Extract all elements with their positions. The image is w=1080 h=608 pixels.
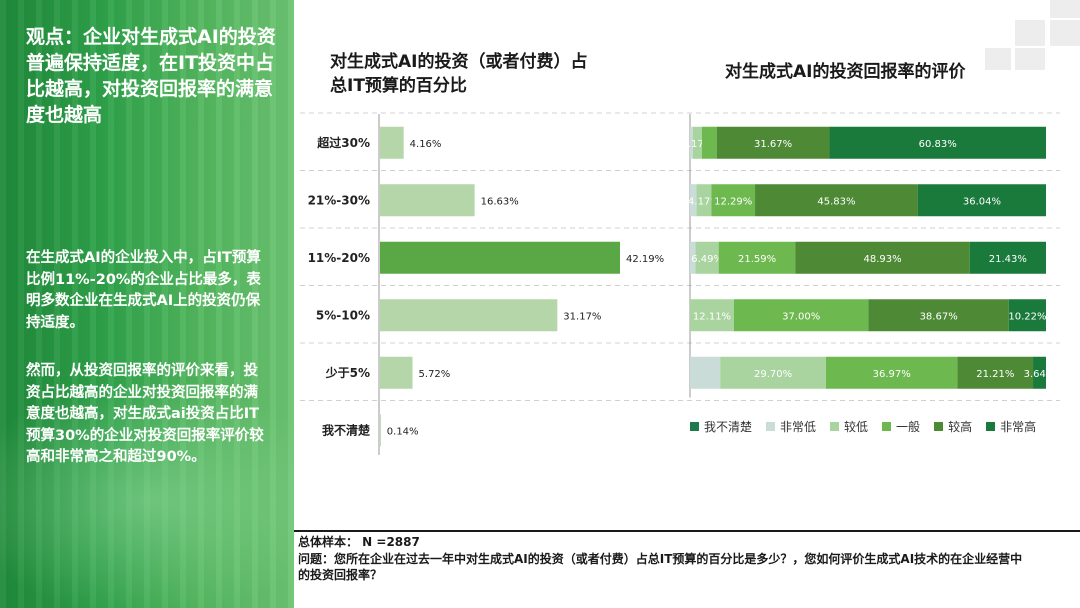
- legend-item: 较低: [830, 418, 868, 435]
- stacked-segment-label: 21.59%: [738, 254, 776, 265]
- legend-label: 一般: [896, 420, 921, 434]
- stacked-segment-label: 3.64%: [1024, 369, 1056, 380]
- left-category-label: 11%-20%: [308, 251, 370, 265]
- left-bar: [380, 299, 558, 332]
- stacked-segment-label: 45.83%: [817, 196, 855, 207]
- left-bar: [380, 414, 381, 447]
- legend-swatch: [830, 422, 840, 431]
- left-bar: [380, 241, 620, 274]
- left-bar: [380, 126, 404, 159]
- deco-square: [1015, 48, 1045, 70]
- stacked-segment: [868, 299, 1009, 332]
- panel-glow: [0, 380, 294, 608]
- insight-panel: 观点：企业对生成式AI的投资普遍保持适度，在IT投资中占比越高，对投资回报率的满…: [0, 0, 294, 608]
- legend-item: 我不清楚: [690, 418, 752, 435]
- legend-item: 一般: [882, 418, 920, 435]
- left-bar-value-label: 0.14%: [387, 426, 419, 437]
- stacked-segment: [917, 184, 1046, 217]
- stacked-segment: [825, 356, 958, 389]
- legend-label: 我不清楚: [704, 420, 753, 434]
- deco-square: [1050, 0, 1080, 18]
- stacked-segment: [795, 241, 970, 274]
- insight-paragraph-2: 然而，从投资回报率的评价来看，投资占比越高的企业对投资回报率的满意度也越高，对生…: [26, 363, 264, 465]
- legend-swatch: [766, 422, 776, 431]
- stacked-segment-label: 10.22%: [1008, 311, 1046, 322]
- stacked-segment-label: 21.21%: [976, 369, 1014, 380]
- footer-divider: [294, 530, 1080, 532]
- stacked-segment-label: 6.49%: [691, 254, 723, 265]
- legend-swatch: [986, 422, 996, 431]
- left-bar: [380, 356, 413, 389]
- stacked-segment: [755, 184, 918, 217]
- stacked-segment-label: 36.04%: [963, 196, 1001, 207]
- stacked-segment: [690, 299, 734, 332]
- legend-item: 较高: [934, 418, 972, 435]
- legend-label: 较低: [844, 420, 869, 434]
- deco-square: [1015, 20, 1045, 46]
- stacked-segment-label: 60.83%: [919, 139, 957, 150]
- stacked-segment: [733, 299, 869, 332]
- stacked-segment: [1033, 356, 1046, 389]
- deco-square: [1050, 20, 1080, 46]
- right-chart-title: 对生成式AI的投资回报率的评价: [725, 62, 966, 82]
- left-chart-title: 对生成式AI的投资（或者付费）占总IT预算的百分比: [330, 52, 588, 96]
- stacked-segment-label: 4.17%: [682, 139, 714, 150]
- left-bar-value-label: 16.63%: [481, 196, 519, 207]
- stacked-segment-label: 37.00%: [782, 311, 820, 322]
- left-category-label: 超过30%: [316, 135, 370, 150]
- stacked-segment-label: 12.29%: [714, 196, 752, 207]
- insight-paragraph-1: 在生成式AI的企业投入中，占IT预算比例11%-20%的企业占比最多，表明多数企…: [26, 250, 261, 331]
- left-category-label: 少于5%: [325, 365, 370, 380]
- legend-item: 非常低: [766, 418, 816, 435]
- left-category-label: 21%-30%: [308, 193, 370, 207]
- stacked-segment: [720, 356, 826, 389]
- stacked-segment: [1008, 299, 1046, 332]
- left-category-label: 我不清楚: [322, 422, 371, 437]
- stacked-segment-label: 31.67%: [754, 139, 792, 150]
- right-chart-legend: 我不清楚 非常低 较低 一般 较高 非常高: [690, 418, 1036, 435]
- stacked-segment: [969, 241, 1046, 274]
- left-bar-value-label: 5.72%: [419, 369, 451, 380]
- stacked-segment: [690, 126, 693, 159]
- stacked-segment: [695, 241, 719, 274]
- left-bar-value-label: 42.19%: [626, 254, 664, 265]
- stacked-segment: [957, 356, 1034, 389]
- stacked-segment-label: 38.67%: [920, 311, 958, 322]
- stacked-segment-label: 29.70%: [754, 369, 792, 380]
- left-category-label: 5%-10%: [316, 308, 370, 322]
- survey-question: 问题：您所在企业在过去一年中对生成式AI的投资（或者付费）占总IT预算的百分比是…: [298, 552, 1023, 582]
- stacked-segment-label: 4.17%: [688, 196, 720, 207]
- stacked-segment: [692, 126, 702, 159]
- stacked-segment: [690, 241, 696, 274]
- left-bar: [380, 184, 475, 217]
- left-bar-value-label: 4.16%: [410, 139, 442, 150]
- stacked-segment: [829, 126, 1046, 159]
- stacked-segment-label: 48.93%: [864, 254, 902, 265]
- stacked-segment: [690, 184, 697, 217]
- legend-label: 非常高: [1000, 420, 1037, 434]
- stacked-segment: [701, 126, 717, 159]
- stacked-segment-label: 21.43%: [989, 254, 1027, 265]
- legend-swatch: [934, 422, 944, 431]
- deco-square: [985, 48, 1011, 70]
- stacked-segment: [696, 184, 712, 217]
- legend-swatch: [690, 422, 699, 431]
- stacked-segment: [716, 126, 830, 159]
- sample-size: 总体样本： N =2887: [298, 535, 420, 549]
- stacked-segment-label: 12.11%: [693, 311, 731, 322]
- legend-label: 非常低: [780, 420, 817, 434]
- legend-item: 非常高: [986, 418, 1036, 435]
- insight-heading: 观点：企业对生成式AI的投资普遍保持适度，在IT投资中占比越高，对投资回报率的满…: [26, 26, 276, 126]
- left-bar-value-label: 31.17%: [563, 311, 601, 322]
- stacked-segment-label: 36.97%: [873, 369, 911, 380]
- stacked-segment: [711, 184, 756, 217]
- legend-swatch: [882, 422, 892, 431]
- stacked-segment: [718, 241, 796, 274]
- stacked-segment: [690, 356, 721, 389]
- legend-label: 较高: [948, 420, 973, 434]
